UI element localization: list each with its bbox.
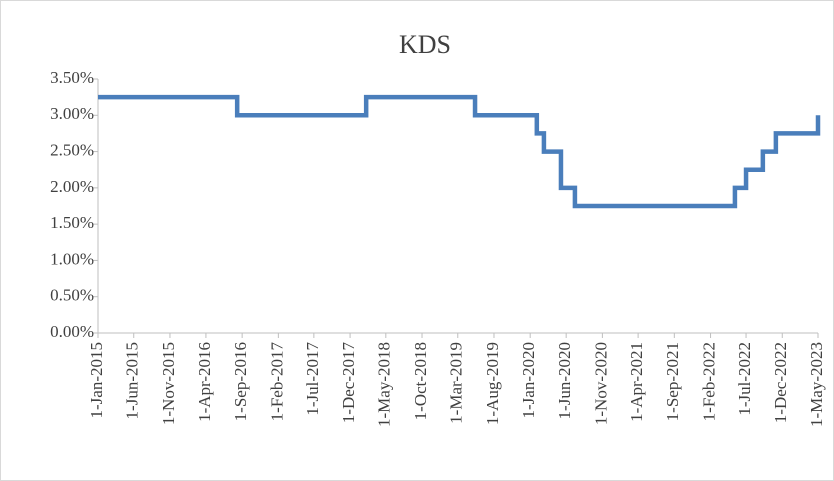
y-tick-label: 1.00% — [50, 249, 94, 268]
x-tick-label: 1-Dec-2017 — [339, 342, 358, 424]
x-tick-label: 1-Apr-2016 — [195, 342, 214, 422]
y-tick-label: 2.00% — [50, 177, 94, 196]
x-tick-label: 1-Jun-2015 — [123, 342, 142, 419]
y-tick-label: 3.00% — [50, 104, 94, 123]
x-tick-label: 1-Nov-2020 — [591, 342, 610, 425]
x-tick-label: 1-Sep-2021 — [663, 342, 682, 421]
x-tick-label: 1-Jul-2022 — [735, 342, 754, 416]
x-tick-label: 1-Jan-2015 — [87, 342, 106, 418]
chart-title: KDS — [399, 30, 451, 59]
x-tick-label: 1-Jan-2020 — [519, 342, 538, 418]
y-tick-label: 0.50% — [50, 286, 94, 305]
x-tick-label: 1-Jul-2017 — [303, 342, 322, 416]
y-tick-label: 1.50% — [50, 213, 94, 232]
y-tick-label: 3.50% — [50, 68, 94, 87]
x-tick-label: 1-Aug-2019 — [483, 342, 502, 425]
series-line — [98, 94, 821, 209]
x-tick-label: 1-Apr-2021 — [627, 342, 646, 422]
x-tick-label: 1-Mar-2019 — [447, 342, 466, 424]
x-tick-label: 1-Feb-2022 — [699, 342, 718, 421]
y-tick-label: 0.00% — [50, 322, 94, 341]
x-tick-label: 1-Oct-2018 — [411, 342, 430, 420]
x-tick-label: 1-Sep-2016 — [231, 342, 250, 421]
x-tick-label: 1-May-2023 — [807, 342, 826, 427]
x-tick-label: 1-Feb-2017 — [267, 342, 286, 422]
x-tick-label: 1-Jun-2020 — [555, 342, 574, 419]
x-tick-label: 1-Dec-2022 — [771, 342, 790, 423]
x-tick-label: 1-Nov-2015 — [159, 342, 178, 425]
y-tick-label: 2.50% — [50, 140, 94, 159]
x-tick-label: 1-May-2018 — [375, 342, 394, 427]
